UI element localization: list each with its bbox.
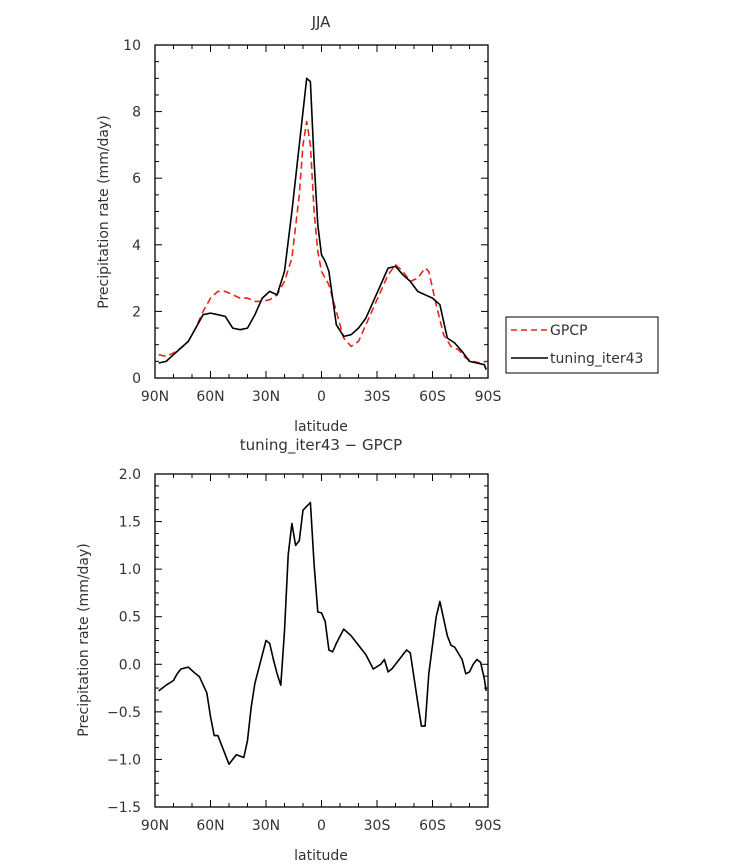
bottom-chart-series — [158, 501, 487, 766]
bottom-chart-y-tick-label: 2.0 — [119, 467, 141, 483]
top-chart-frame — [154, 44, 489, 379]
bottom-chart-y-tick-label: 0.0 — [119, 657, 141, 673]
top-chart-x-tick-label: 0 — [317, 389, 326, 405]
bottom-chart-x-tick-label: 60N — [196, 818, 224, 834]
top-chart-legend: GPCP tuning_iter43 — [505, 316, 659, 374]
legend-gpcp-label: GPCP — [550, 323, 588, 339]
bottom-chart-y-tick-label: −0.5 — [107, 705, 141, 721]
top-chart-series-line-gpcp — [158, 120, 487, 364]
top-chart-y-tick-label: 0 — [132, 371, 141, 387]
top-chart-y-tick-label: 8 — [132, 105, 141, 121]
bottom-chart-xlabel: latitude — [294, 848, 348, 864]
bottom-chart-y-tick-label: −1.5 — [107, 800, 141, 816]
bottom-chart-x-tick-label: 90N — [141, 818, 169, 834]
bottom-chart-axes: 90N 60N 30N 0 30S 60S 90S −1.5 −1.0 −0.5 0.0 0.5 1.0… — [107, 467, 501, 834]
bottom-chart-y-tick-label: 1.0 — [119, 562, 141, 578]
top-chart-ylabel: Precipitation rate (mm/day) — [96, 115, 112, 309]
top-chart: JJA Precipitation rate (mm/day) latitude… — [96, 13, 659, 435]
top-chart-series-line-tuning-iter43 — [158, 77, 487, 370]
bottom-chart-frame — [154, 473, 489, 808]
top-chart-series — [158, 77, 487, 370]
top-chart-y-tick-label: 2 — [132, 304, 141, 320]
top-chart-x-tick-label: 90S — [475, 389, 502, 405]
bottom-chart-y-tick-label: 1.5 — [119, 515, 141, 531]
top-chart-xlabel: latitude — [294, 419, 348, 435]
top-chart-x-tick-label: 30S — [364, 389, 391, 405]
top-chart-y-tick-label: 10 — [123, 38, 141, 54]
bottom-chart-x-tick-label: 60S — [419, 818, 446, 834]
top-chart-x-tick-label: 90N — [141, 389, 169, 405]
bottom-chart-x-tick-label: 0 — [317, 818, 326, 834]
top-chart-y-tick-label: 4 — [132, 238, 141, 254]
top-chart-x-tick-label: 60S — [419, 389, 446, 405]
bottom-chart-x-tick-label: 30N — [252, 818, 280, 834]
bottom-chart-series-line-difference — [158, 501, 487, 766]
legend-model-label: tuning_iter43 — [550, 351, 643, 367]
legend-box — [505, 316, 659, 374]
top-chart-y-tick-label: 6 — [132, 171, 141, 187]
bottom-chart-title: tuning_iter43 − GPCP — [240, 436, 402, 455]
top-chart-x-tick-label: 60N — [196, 389, 224, 405]
top-chart-x-tick-label: 30N — [252, 389, 280, 405]
bottom-chart-x-tick-label: 30S — [364, 818, 391, 834]
top-chart-axes: 90N 60N 30N 0 30S 60S 90S 0 2 4 6 8 10 — [123, 38, 501, 405]
bottom-chart-ylabel: Precipitation rate (mm/day) — [76, 543, 92, 737]
top-chart-title: JJA — [311, 13, 332, 31]
bottom-chart-x-tick-label: 90S — [475, 818, 502, 834]
bottom-chart-y-tick-label: 0.5 — [119, 610, 141, 626]
bottom-chart: tuning_iter43 − GPCP Precipitation rate … — [76, 436, 501, 864]
bottom-chart-y-tick-label: −1.0 — [107, 752, 141, 768]
